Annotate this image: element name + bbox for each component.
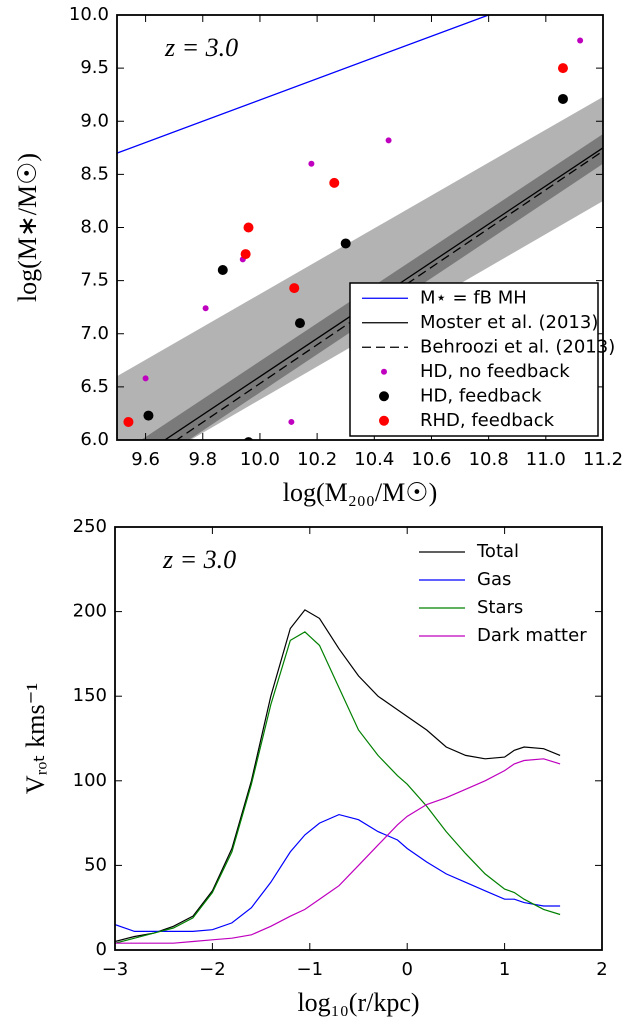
annotation: z = 3.0 — [164, 33, 238, 62]
point — [340, 238, 351, 249]
plot-area — [115, 609, 561, 944]
series-line — [115, 758, 561, 944]
y-axis-label: log(M∗/M☉) — [13, 153, 42, 302]
x-tick-label: 10.0 — [240, 449, 280, 470]
point — [217, 265, 228, 275]
point — [557, 93, 568, 104]
y-tick-label: 10.0 — [69, 4, 109, 25]
point — [243, 222, 254, 233]
x-tick-label: −3 — [102, 959, 129, 980]
series-line — [115, 813, 561, 932]
y-tick-label: 7.0 — [80, 323, 109, 344]
legend-label: HD, feedback — [420, 385, 542, 406]
legend-label: Behroozi et al. (2013) — [420, 336, 615, 357]
y-tick-label: 250 — [73, 516, 107, 537]
point — [143, 410, 154, 421]
legend-swatch — [379, 415, 389, 426]
axes-frame — [114, 526, 603, 951]
point — [557, 63, 568, 74]
y-tick-label: 6.0 — [80, 429, 109, 450]
y-tick-label: 100 — [73, 770, 107, 791]
x-axis-label: log₁₀(r/kpc) — [297, 988, 419, 1017]
legend-swatch — [381, 368, 387, 375]
y-tick-label: 7.5 — [80, 270, 109, 291]
x-tick-label: 11.0 — [526, 449, 566, 470]
x-tick-label: 9.8 — [188, 449, 217, 470]
y-tick-label: 200 — [73, 601, 107, 622]
legend-label: HD, no feedback — [420, 361, 570, 382]
point — [294, 318, 305, 329]
legend-label: Stars — [477, 597, 523, 618]
point — [243, 437, 254, 440]
legend-label: Gas — [477, 569, 511, 590]
point — [288, 418, 295, 425]
x-tick-label: 10.2 — [297, 449, 337, 470]
x-tick-label: 11.2 — [583, 449, 623, 470]
y-tick-label: 9.0 — [80, 110, 109, 131]
legend-label: Moster et al. (2013) — [420, 312, 598, 333]
series-line — [115, 609, 561, 943]
point — [142, 375, 149, 382]
x-tick-label: 10.8 — [469, 449, 509, 470]
x-tick-label: 10.6 — [411, 449, 451, 470]
legend: M⋆ = fB MH Moster et al. (2013) Behroozi e… — [349, 282, 615, 437]
point — [385, 137, 392, 144]
point — [202, 305, 209, 312]
y-axis-label: Vᵣₒₜ kms⁻¹ — [21, 683, 50, 794]
x-tick-label: −1 — [297, 959, 324, 980]
y-tick-label: 9.5 — [80, 57, 109, 78]
annotation: z = 3.0 — [162, 545, 236, 574]
y-tick-label: 150 — [73, 685, 107, 706]
point — [240, 249, 251, 260]
legend-swatch — [379, 391, 389, 402]
band — [117, 96, 603, 440]
x-axis-label: log(M₂₀₀/M☉) — [283, 478, 438, 507]
legend: Total Gas Stars Dark matter — [419, 541, 587, 646]
x-tick-label: 9.6 — [131, 449, 160, 470]
y-tick-label: 0 — [96, 939, 107, 960]
relation-line — [117, 15, 489, 154]
legend-label: Dark matter — [477, 625, 587, 646]
x-tick-label: −2 — [199, 959, 226, 980]
point — [123, 416, 134, 427]
y-tick-label: 50 — [84, 854, 107, 875]
legend-label: RHD, feedback — [420, 410, 555, 431]
legend-frame — [349, 282, 599, 437]
y-tick-label: 8.0 — [80, 217, 109, 238]
x-tick-label: 0 — [401, 959, 412, 980]
y-tick-label: 8.5 — [80, 163, 109, 184]
x-tick-label: 2 — [596, 959, 607, 980]
series-line — [115, 631, 561, 944]
x-tick-label: 1 — [499, 959, 510, 980]
point — [329, 177, 340, 188]
legend-label: Total — [476, 541, 519, 562]
x-tick-label: 10.4 — [354, 449, 394, 470]
y-tick-label: 6.5 — [80, 376, 109, 397]
point — [308, 160, 315, 167]
legend-label: M⋆ = fB MH — [420, 287, 527, 308]
point — [577, 37, 584, 44]
point — [289, 283, 300, 294]
